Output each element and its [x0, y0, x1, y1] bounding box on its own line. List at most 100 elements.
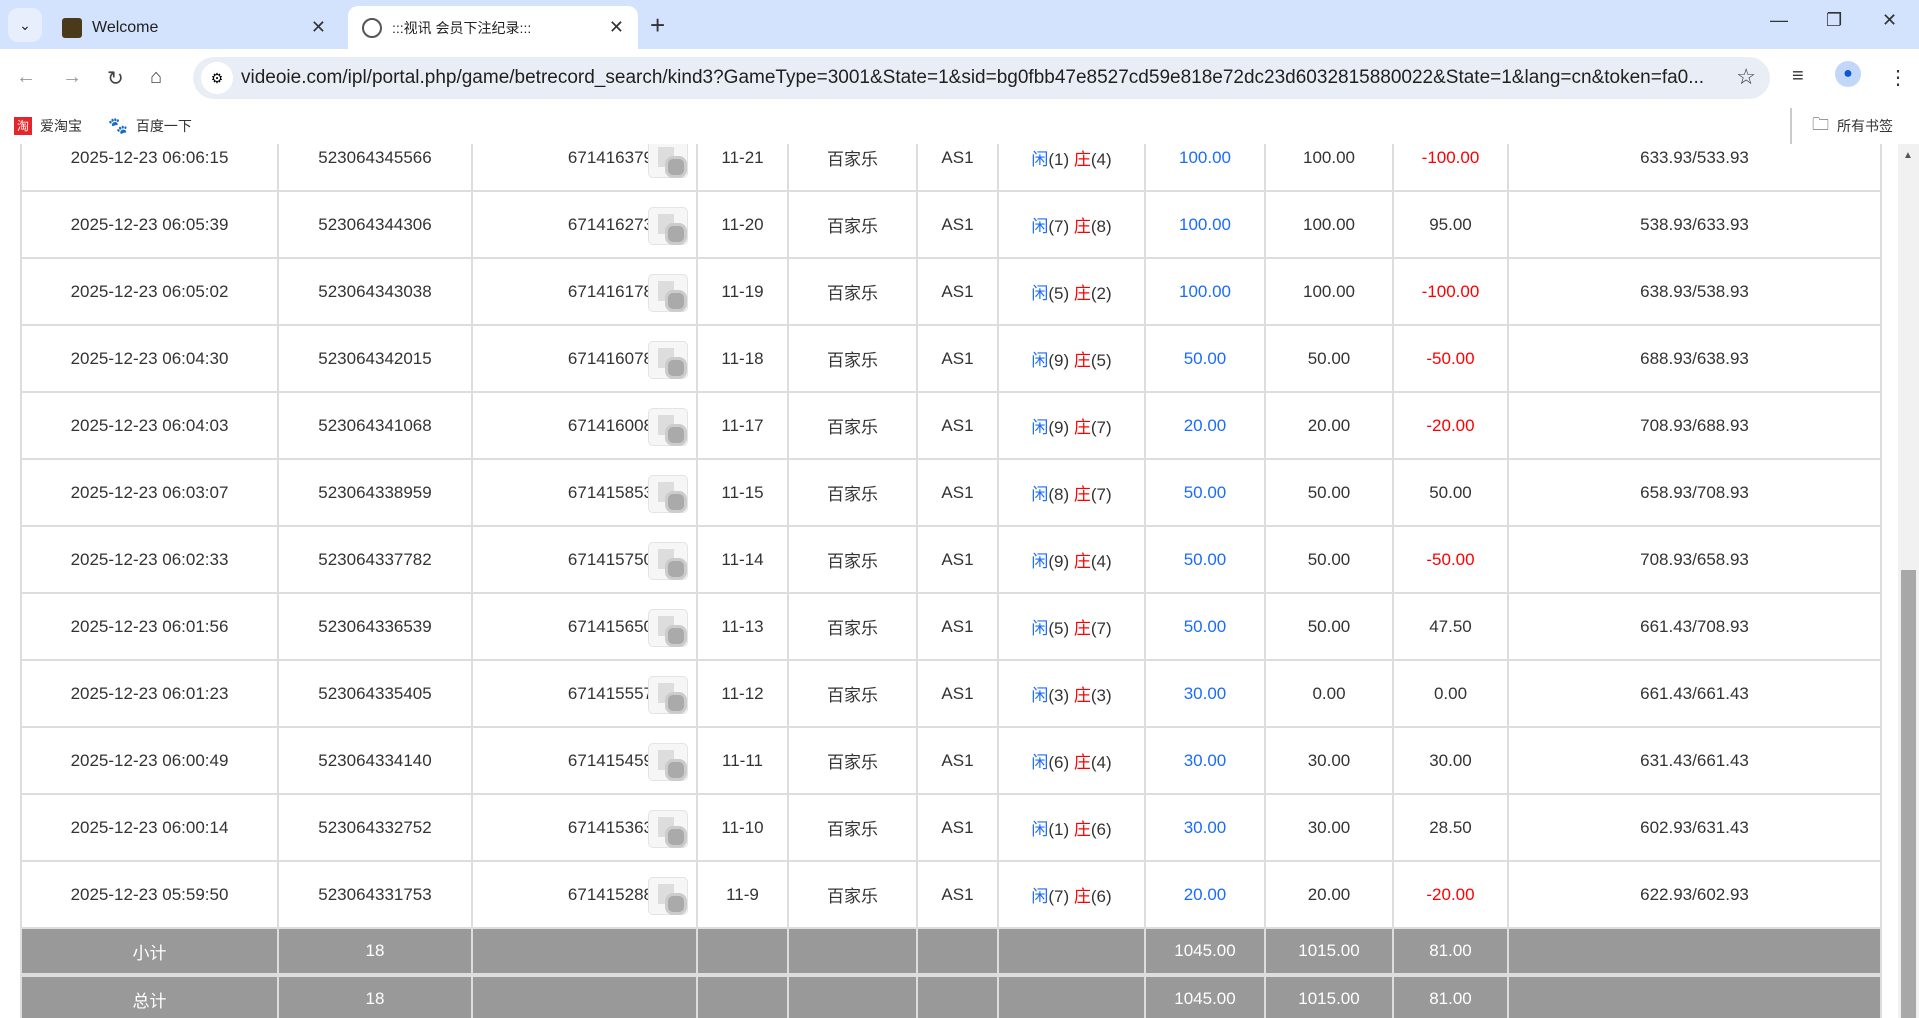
balance: 633.93/533.93	[1640, 147, 1749, 167]
winloss-cell: -100.00	[1392, 257, 1509, 326]
valid-cell: 1015.00	[1264, 974, 1394, 1018]
bet-amount: 30.00	[1183, 683, 1227, 703]
video-replay-icon[interactable]	[648, 144, 688, 178]
table-name: AS1	[941, 616, 974, 636]
result-cell: 闲(6) 庄(4)	[997, 726, 1146, 795]
bookmark-aitaobao[interactable]: 淘 爱淘宝	[14, 108, 82, 144]
tab-welcome[interactable]: Welcome ✕	[48, 6, 340, 49]
subtotal-row: 小计 18 1045.00 1015.00 81.00	[20, 927, 1882, 977]
winloss-cell: 28.50	[1392, 793, 1509, 862]
video-replay-icon[interactable]	[648, 743, 688, 781]
video-replay-icon[interactable]	[648, 274, 688, 312]
valid-bet: 100.00	[1303, 214, 1355, 234]
banker-points: (5)	[1090, 351, 1112, 370]
scroll-up-icon[interactable]: ▲	[1903, 150, 1913, 161]
bookmark-label: 爱淘宝	[40, 118, 82, 134]
result-cell: 闲(1) 庄(4)	[997, 144, 1146, 192]
game-type: 百家乐	[827, 418, 878, 437]
bookmark-star-icon[interactable]: ☆	[1736, 64, 1756, 89]
balance: 661.43/708.93	[1640, 616, 1749, 636]
bet-cell: 30.00	[1144, 793, 1266, 862]
game-type: 百家乐	[827, 619, 878, 638]
table-name: AS1	[941, 415, 974, 435]
shoe-cell: 11-20	[696, 190, 789, 259]
video-replay-icon[interactable]	[648, 810, 688, 848]
round-id: 671415853	[567, 482, 653, 502]
result-cell: 闲(1) 庄(6)	[997, 793, 1146, 862]
summary-valid: 1015.00	[1298, 941, 1360, 960]
bet-time: 2025-12-23 06:06:15	[70, 147, 229, 167]
game-cell: 百家乐	[787, 659, 918, 728]
home-icon[interactable]: ⌂	[150, 66, 163, 88]
all-bookmarks[interactable]: 🗀 所有书签	[1790, 108, 1893, 144]
bet-cell: 100.00	[1144, 144, 1266, 192]
banker-points: (2)	[1090, 284, 1112, 303]
video-replay-icon[interactable]	[648, 207, 688, 245]
menu-icon[interactable]: ⋮	[1888, 67, 1908, 89]
table-name: AS1	[941, 214, 974, 234]
table-cell: AS1	[916, 525, 999, 594]
winloss-cell: 81.00	[1392, 974, 1509, 1018]
video-replay-icon[interactable]	[648, 542, 688, 580]
summary-count: 18	[365, 941, 385, 960]
bet-time: 2025-12-23 06:02:33	[70, 549, 229, 569]
reload-icon[interactable]: ↻	[107, 68, 124, 90]
video-replay-icon[interactable]	[648, 609, 688, 647]
balance-cell: 622.93/602.93	[1507, 860, 1882, 929]
valid-bet: 30.00	[1307, 817, 1351, 837]
new-tab-button[interactable]: +	[650, 10, 666, 40]
player-label: 闲	[1031, 150, 1049, 169]
result-cell: 闲(7) 庄(8)	[997, 190, 1146, 259]
bet-amount: 50.00	[1183, 348, 1227, 368]
summary-bet: 1045.00	[1174, 941, 1236, 960]
page-content: 2025-12-23 06:06:15 523064345566 671416379…	[0, 144, 1898, 1018]
url-text[interactable]: videoie.com/ipl/portal.php/game/betrecor…	[241, 67, 1705, 88]
winloss-cell: -50.00	[1392, 525, 1509, 594]
table-name: AS1	[941, 683, 974, 703]
site-info-icon[interactable]: ⚙	[201, 62, 233, 94]
result-cell: 闲(5) 庄(7)	[997, 592, 1146, 661]
tab-search-button[interactable]: ⌄	[8, 8, 42, 42]
video-replay-icon[interactable]	[648, 475, 688, 513]
win-loss: -50.00	[1426, 348, 1475, 368]
vertical-scrollbar[interactable]: ▲	[1898, 144, 1919, 1018]
result-cell: 闲(9) 庄(7)	[997, 391, 1146, 460]
video-replay-icon[interactable]	[648, 676, 688, 714]
taobao-icon: 淘	[14, 117, 32, 135]
result-cell: 闲(9) 庄(5)	[997, 324, 1146, 393]
balance-cell: 661.43/661.43	[1507, 659, 1882, 728]
close-tab-icon[interactable]: ✕	[310, 17, 326, 37]
bet-cell: 100.00	[1144, 190, 1266, 259]
close-window-icon[interactable]: ✕	[1882, 10, 1898, 30]
forward-icon[interactable]: →	[62, 66, 82, 88]
video-replay-icon[interactable]	[648, 341, 688, 379]
profile-avatar-icon[interactable]: ●	[1835, 61, 1861, 87]
round-id: 671416008	[567, 415, 653, 435]
valid-cell: 30.00	[1264, 726, 1394, 795]
media-control-icon[interactable]: ≡	[1792, 65, 1804, 87]
video-replay-icon[interactable]	[648, 408, 688, 446]
close-tab-icon[interactable]: ✕	[608, 17, 624, 37]
scrollbar-thumb[interactable]	[1901, 570, 1916, 1018]
back-icon[interactable]: ←	[16, 66, 36, 88]
bet-id: 523064332752	[318, 817, 432, 837]
address-bar[interactable]: ⚙ videoie.com/ipl/portal.php/game/betrec…	[193, 57, 1770, 99]
bookmark-baidu[interactable]: 🐾 百度一下	[108, 108, 192, 144]
bet-time: 2025-12-23 06:00:14	[70, 817, 229, 837]
player-points: (8)	[1048, 485, 1070, 504]
shoe-cell: 11-14	[696, 525, 789, 594]
video-replay-icon[interactable]	[648, 877, 688, 915]
minimize-icon[interactable]: —	[1770, 10, 1788, 30]
shoe-cell: 11-11	[696, 726, 789, 795]
tab-bet-record[interactable]: :::视讯 会员下注纪录::: ✕	[348, 6, 638, 49]
winloss-cell: -100.00	[1392, 144, 1509, 192]
player-label: 闲	[1031, 753, 1049, 772]
valid-bet: 20.00	[1307, 415, 1351, 435]
valid-cell: 50.00	[1264, 458, 1394, 527]
empty-cell	[471, 974, 698, 1018]
balance-cell: 708.93/688.93	[1507, 391, 1882, 460]
shoe-round: 11-21	[721, 147, 764, 167]
restore-icon[interactable]: ❐	[1826, 10, 1843, 30]
table-cell: AS1	[916, 257, 999, 326]
winloss-cell: 47.50	[1392, 592, 1509, 661]
